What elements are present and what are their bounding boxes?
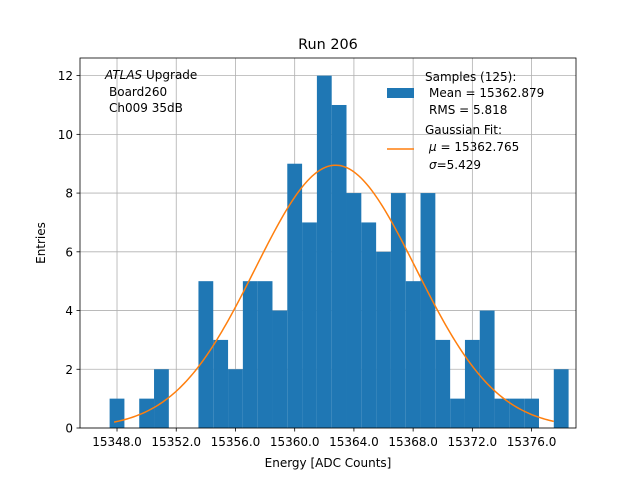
atlas-label: ATLAS bbox=[104, 68, 143, 82]
x-tick-label: 15348.0 bbox=[92, 435, 142, 449]
x-tick-label: 15372.0 bbox=[448, 435, 498, 449]
histogram-bar bbox=[272, 310, 288, 428]
y-tick-label: 4 bbox=[65, 304, 73, 318]
histogram-bar bbox=[376, 251, 391, 428]
legend-sigma-symbol: σ bbox=[429, 158, 437, 172]
histogram-bar bbox=[435, 339, 451, 428]
histogram-bar bbox=[450, 398, 465, 428]
x-axis-ticks: 15348.0 15352.0 15356.0 15360.0 15364.0 15368… bbox=[92, 428, 556, 449]
histogram-bar bbox=[346, 193, 362, 428]
legend-mu-symbol: μ bbox=[428, 140, 437, 154]
histogram-bar bbox=[331, 104, 347, 428]
gaussian-fit-curve bbox=[113, 164, 554, 423]
x-axis-label: Energy [ADC Counts] bbox=[265, 456, 392, 470]
histogram-bar bbox=[509, 398, 525, 428]
histogram-bar bbox=[287, 163, 303, 428]
histogram-bar bbox=[257, 281, 273, 428]
y-tick-label: 0 bbox=[65, 422, 73, 436]
y-tick-label: 6 bbox=[65, 245, 73, 259]
histogram-bar bbox=[390, 193, 406, 428]
svg-text:ATLAS Upgrade: ATLAS Upgrade bbox=[104, 68, 197, 82]
x-tick-label: 15356.0 bbox=[211, 435, 261, 449]
histogram-bars bbox=[109, 75, 569, 428]
histogram-bar bbox=[242, 281, 258, 428]
histogram-bar bbox=[479, 310, 495, 428]
legend-mu-value: = 15362.765 bbox=[437, 140, 520, 154]
histogram-bar bbox=[109, 398, 125, 428]
y-axis-label: Entries bbox=[34, 222, 48, 264]
legend-samples-swatch bbox=[387, 88, 414, 98]
histogram-bar bbox=[361, 222, 377, 428]
upgrade-label: Upgrade bbox=[142, 68, 197, 82]
legend-fit-title: Gaussian Fit: bbox=[425, 123, 502, 137]
histogram-bar bbox=[524, 398, 539, 428]
svg-text:σ=5.429: σ=5.429 bbox=[429, 158, 481, 172]
svg-text:μ = 15362.765: μ = 15362.765 bbox=[428, 140, 519, 154]
histogram-bar bbox=[213, 339, 229, 428]
x-tick-label: 15364.0 bbox=[329, 435, 379, 449]
chart-title: Run 206 bbox=[298, 37, 358, 53]
y-axis-ticks: 0 2 4 6 8 10 12 bbox=[58, 69, 80, 436]
histogram-bar bbox=[139, 398, 155, 428]
atlas-annotation: ATLAS Upgrade Board260 Ch009 35dB bbox=[104, 68, 197, 115]
y-tick-label: 2 bbox=[65, 363, 73, 377]
legend-sigma-value: =5.429 bbox=[437, 158, 481, 172]
legend: Samples (125): Mean = 15362.879 RMS = 5.… bbox=[387, 70, 544, 172]
legend-samples-rms: RMS = 5.818 bbox=[429, 103, 507, 117]
legend-samples-title: Samples (125): bbox=[425, 70, 516, 84]
histogram-bar bbox=[405, 281, 421, 428]
plot-frame bbox=[79, 57, 577, 429]
histogram-bar bbox=[154, 369, 169, 428]
x-tick-label: 15376.0 bbox=[507, 435, 557, 449]
gaussian-fit bbox=[113, 164, 554, 423]
histogram-bar bbox=[316, 75, 332, 428]
histogram-bar bbox=[302, 222, 317, 428]
y-tick-label: 8 bbox=[65, 187, 73, 201]
histogram-bar bbox=[494, 398, 510, 428]
board-label: Board260 bbox=[109, 85, 167, 99]
histogram-bar bbox=[198, 281, 214, 428]
x-tick-label: 15360.0 bbox=[270, 435, 320, 449]
y-tick-label: 12 bbox=[58, 69, 73, 83]
histogram-bar bbox=[228, 369, 243, 428]
legend-samples-mean: Mean = 15362.879 bbox=[429, 86, 544, 100]
histogram-bar bbox=[420, 193, 436, 428]
x-tick-label: 15368.0 bbox=[388, 435, 438, 449]
histogram-bar bbox=[553, 369, 569, 428]
y-tick-label: 10 bbox=[58, 128, 73, 142]
channel-label: Ch009 35dB bbox=[109, 101, 183, 115]
histogram-bar bbox=[464, 339, 480, 428]
x-tick-label: 15352.0 bbox=[151, 435, 201, 449]
